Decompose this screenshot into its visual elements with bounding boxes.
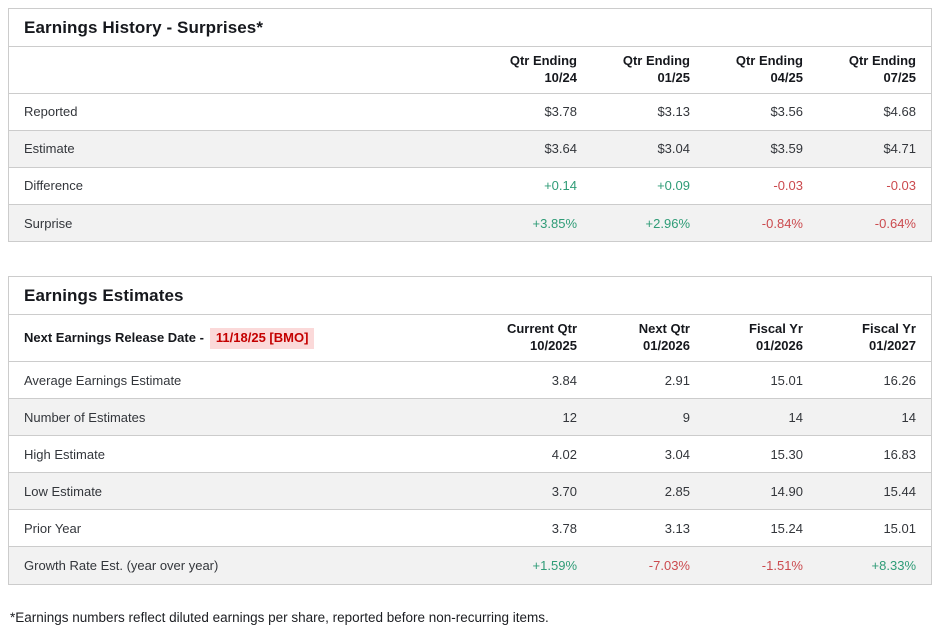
cell-value: -7.03% [592, 546, 705, 584]
earnings-estimates-title: Earnings Estimates [9, 277, 931, 316]
cell-value: +2.96% [592, 203, 705, 242]
column-header-line1: Qtr Ending [509, 53, 577, 68]
table-row-number-of-estimates: Number of Estimates 12 9 14 14 [9, 398, 931, 436]
row-label: Surprise [9, 203, 479, 242]
cell-value: $3.56 [770, 104, 803, 120]
cell-value: $3.59 [705, 129, 818, 168]
cell-value: 15.01 [818, 509, 931, 547]
header-row: Qtr Ending 10/24 Qtr Ending 01/25 Qtr Endi… [9, 47, 931, 94]
cell-value: $3.04 [592, 129, 705, 168]
table-row-low-estimate: Low Estimate 3.70 2.85 14.90 15.44 [9, 472, 931, 510]
row-label: Estimate [9, 129, 479, 168]
header-row: Next Earnings Release Date - 11/18/25 [B… [9, 315, 931, 363]
column-header-line2: 01/25 [657, 69, 690, 85]
cell-value: -0.03 [705, 166, 818, 205]
cell-value: 3.04 [592, 435, 705, 473]
column-header-current-qtr: Current Qtr 10/2025 [479, 315, 592, 363]
column-header-line1: Current Qtr [506, 321, 577, 337]
row-label: Average Earnings Estimate [24, 372, 182, 388]
release-date-label: Next Earnings Release Date - [24, 329, 204, 345]
column-header-qtr-0125: Qtr Ending 01/25 [592, 47, 705, 94]
earnings-history-table: Qtr Ending 10/24 Qtr Ending 01/25 Qtr Endi… [9, 47, 931, 242]
earnings-history-panel: Earnings History - Surprises* Qtr Ending… [8, 8, 932, 243]
cell-value: 16.26 [883, 372, 916, 388]
column-header-fiscal-yr-2026: Fiscal Yr 01/2026 [705, 315, 818, 363]
cell-value: 15.01 [770, 372, 803, 388]
column-header-fiscal-yr-2027: Fiscal Yr 01/2027 [818, 315, 931, 363]
column-header-line1: Qtr Ending [848, 53, 916, 68]
earnings-estimates-panel: Earnings Estimates Next Earnings Release… [8, 276, 932, 585]
column-header-line2: 01/2026 [643, 338, 690, 354]
cell-value: 15.30 [705, 435, 818, 473]
row-label: Reported [24, 104, 78, 120]
cell-value: 3.78 [479, 509, 592, 547]
cell-value: 3.70 [479, 472, 592, 510]
release-date-badge: 11/18/25 [BMO] [209, 327, 315, 349]
cell-value: 4.02 [479, 435, 592, 473]
row-label: Difference [9, 166, 479, 205]
cell-value: -0.84% [705, 203, 818, 242]
cell-value: $3.78 [544, 104, 577, 120]
table-row-reported: Reported $3.78 $3.13 $3.56 $4.68 [9, 93, 931, 130]
cell-value: 2.91 [664, 372, 690, 388]
cell-value: $4.71 [818, 129, 931, 168]
cell-value: +0.14 [479, 166, 592, 205]
cell-value: -0.64% [818, 203, 931, 242]
cell-value: -0.03 [818, 166, 931, 205]
table-row-average-estimate: Average Earnings Estimate 3.84 2.91 15.0… [9, 362, 931, 399]
earnings-history-title: Earnings History - Surprises* [9, 9, 931, 47]
cell-value: -1.51% [705, 546, 818, 584]
column-header-line2: 07/25 [883, 69, 916, 85]
cell-value: $3.64 [479, 129, 592, 168]
cell-value: +3.85% [479, 203, 592, 242]
earnings-footnote: *Earnings numbers reflect diluted earnin… [10, 609, 549, 625]
cell-value: +8.33% [818, 546, 931, 584]
cell-value: 14 [818, 398, 931, 436]
header-spacer [9, 47, 479, 94]
column-header-line1: Qtr Ending [735, 53, 803, 68]
column-header-line2: 01/2026 [756, 338, 803, 354]
column-header-line2: 10/24 [544, 69, 577, 85]
column-header-line1: Next Qtr [638, 321, 690, 337]
panel-spacer [8, 242, 932, 276]
row-label: Growth Rate Est. (year over year) [9, 546, 479, 584]
cell-value: 16.83 [818, 435, 931, 473]
table-row-estimate: Estimate $3.64 $3.04 $3.59 $4.71 [9, 129, 931, 168]
column-header-line1: Qtr Ending [622, 53, 690, 68]
column-header-qtr-1024: Qtr Ending 10/24 [479, 47, 592, 94]
row-label: High Estimate [9, 435, 479, 473]
cell-value: 15.24 [705, 509, 818, 547]
table-row-prior-year: Prior Year 3.78 3.13 15.24 15.01 [9, 509, 931, 547]
earnings-estimates-table: Next Earnings Release Date - 11/18/25 [B… [9, 315, 931, 584]
column-header-line2: 04/25 [770, 69, 803, 85]
column-header-next-qtr: Next Qtr 01/2026 [592, 315, 705, 363]
column-header-line1: Fiscal Yr [749, 321, 803, 337]
cell-value: +1.59% [479, 546, 592, 584]
row-label: Low Estimate [9, 472, 479, 510]
column-header-qtr-0425: Qtr Ending 04/25 [705, 47, 818, 94]
table-row-growth-rate: Growth Rate Est. (year over year) +1.59%… [9, 546, 931, 584]
column-header-qtr-0725: Qtr Ending 07/25 [818, 47, 931, 94]
table-row-surprise: Surprise +3.85% +2.96% -0.84% -0.64% [9, 203, 931, 242]
cell-value: 3.84 [551, 372, 577, 388]
cell-value: 3.13 [592, 509, 705, 547]
row-label: Prior Year [9, 509, 479, 547]
column-header-line1: Fiscal Yr [862, 321, 916, 337]
table-row-high-estimate: High Estimate 4.02 3.04 15.30 16.83 [9, 435, 931, 473]
cell-value: +0.09 [592, 166, 705, 205]
cell-value: 9 [592, 398, 705, 436]
next-earnings-release: Next Earnings Release Date - 11/18/25 [B… [9, 315, 479, 363]
cell-value: 2.85 [592, 472, 705, 510]
row-label: Number of Estimates [9, 398, 479, 436]
cell-value: 14 [705, 398, 818, 436]
column-header-line2: 01/2027 [869, 338, 916, 354]
cell-value: $4.68 [883, 104, 916, 120]
cell-value: 14.90 [705, 472, 818, 510]
cell-value: 15.44 [818, 472, 931, 510]
table-row-difference: Difference +0.14 +0.09 -0.03 -0.03 [9, 166, 931, 205]
column-header-line2: 10/2025 [530, 338, 577, 354]
cell-value: $3.13 [657, 104, 690, 120]
cell-value: 12 [479, 398, 592, 436]
